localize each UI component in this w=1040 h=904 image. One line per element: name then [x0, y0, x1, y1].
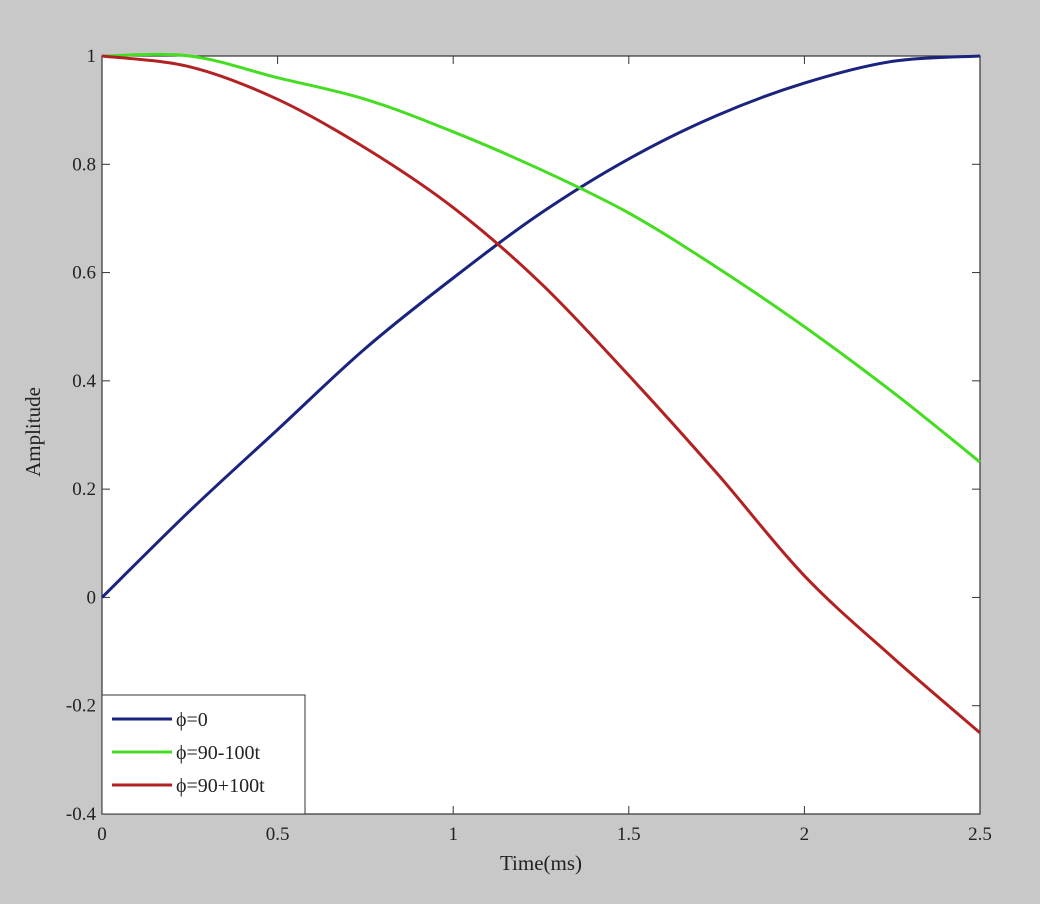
y-tick-label: 0.8	[72, 154, 96, 175]
y-tick-label: 1	[87, 46, 97, 67]
x-tick-label: 1	[448, 824, 458, 845]
x-axis-title: Time(ms)	[500, 851, 582, 875]
y-axis-title: Amplitude	[21, 387, 45, 477]
legend-label-0: ϕ=0	[176, 709, 208, 731]
plot-area	[101, 55, 981, 815]
legend-label-1: ϕ=90-100t	[176, 742, 260, 764]
series-line-0	[100, 54, 981, 599]
x-tick-label: 2.5	[968, 824, 992, 845]
legend-label-2: ϕ=90+100t	[176, 775, 265, 797]
y-tick-label: -0.2	[66, 696, 96, 717]
x-tick-label: 0	[97, 824, 107, 845]
series-line-1	[101, 52, 981, 464]
series-line-2	[101, 54, 981, 734]
legend-box	[101, 694, 306, 815]
x-tick-label: 1.5	[617, 824, 641, 845]
legend: ϕ=0 ϕ=90-100t ϕ=90+100t	[101, 694, 306, 815]
y-tick-label: 0.4	[72, 371, 96, 392]
series-lines	[100, 52, 981, 734]
x-tick-label: 2	[800, 824, 810, 845]
x-tick-label: 0.5	[266, 824, 290, 845]
y-tick-label: 0.6	[72, 263, 96, 284]
y-tick-label: -0.4	[66, 804, 97, 825]
y-tick-label: 0.2	[72, 479, 96, 500]
y-tick-label: 0	[87, 587, 97, 608]
